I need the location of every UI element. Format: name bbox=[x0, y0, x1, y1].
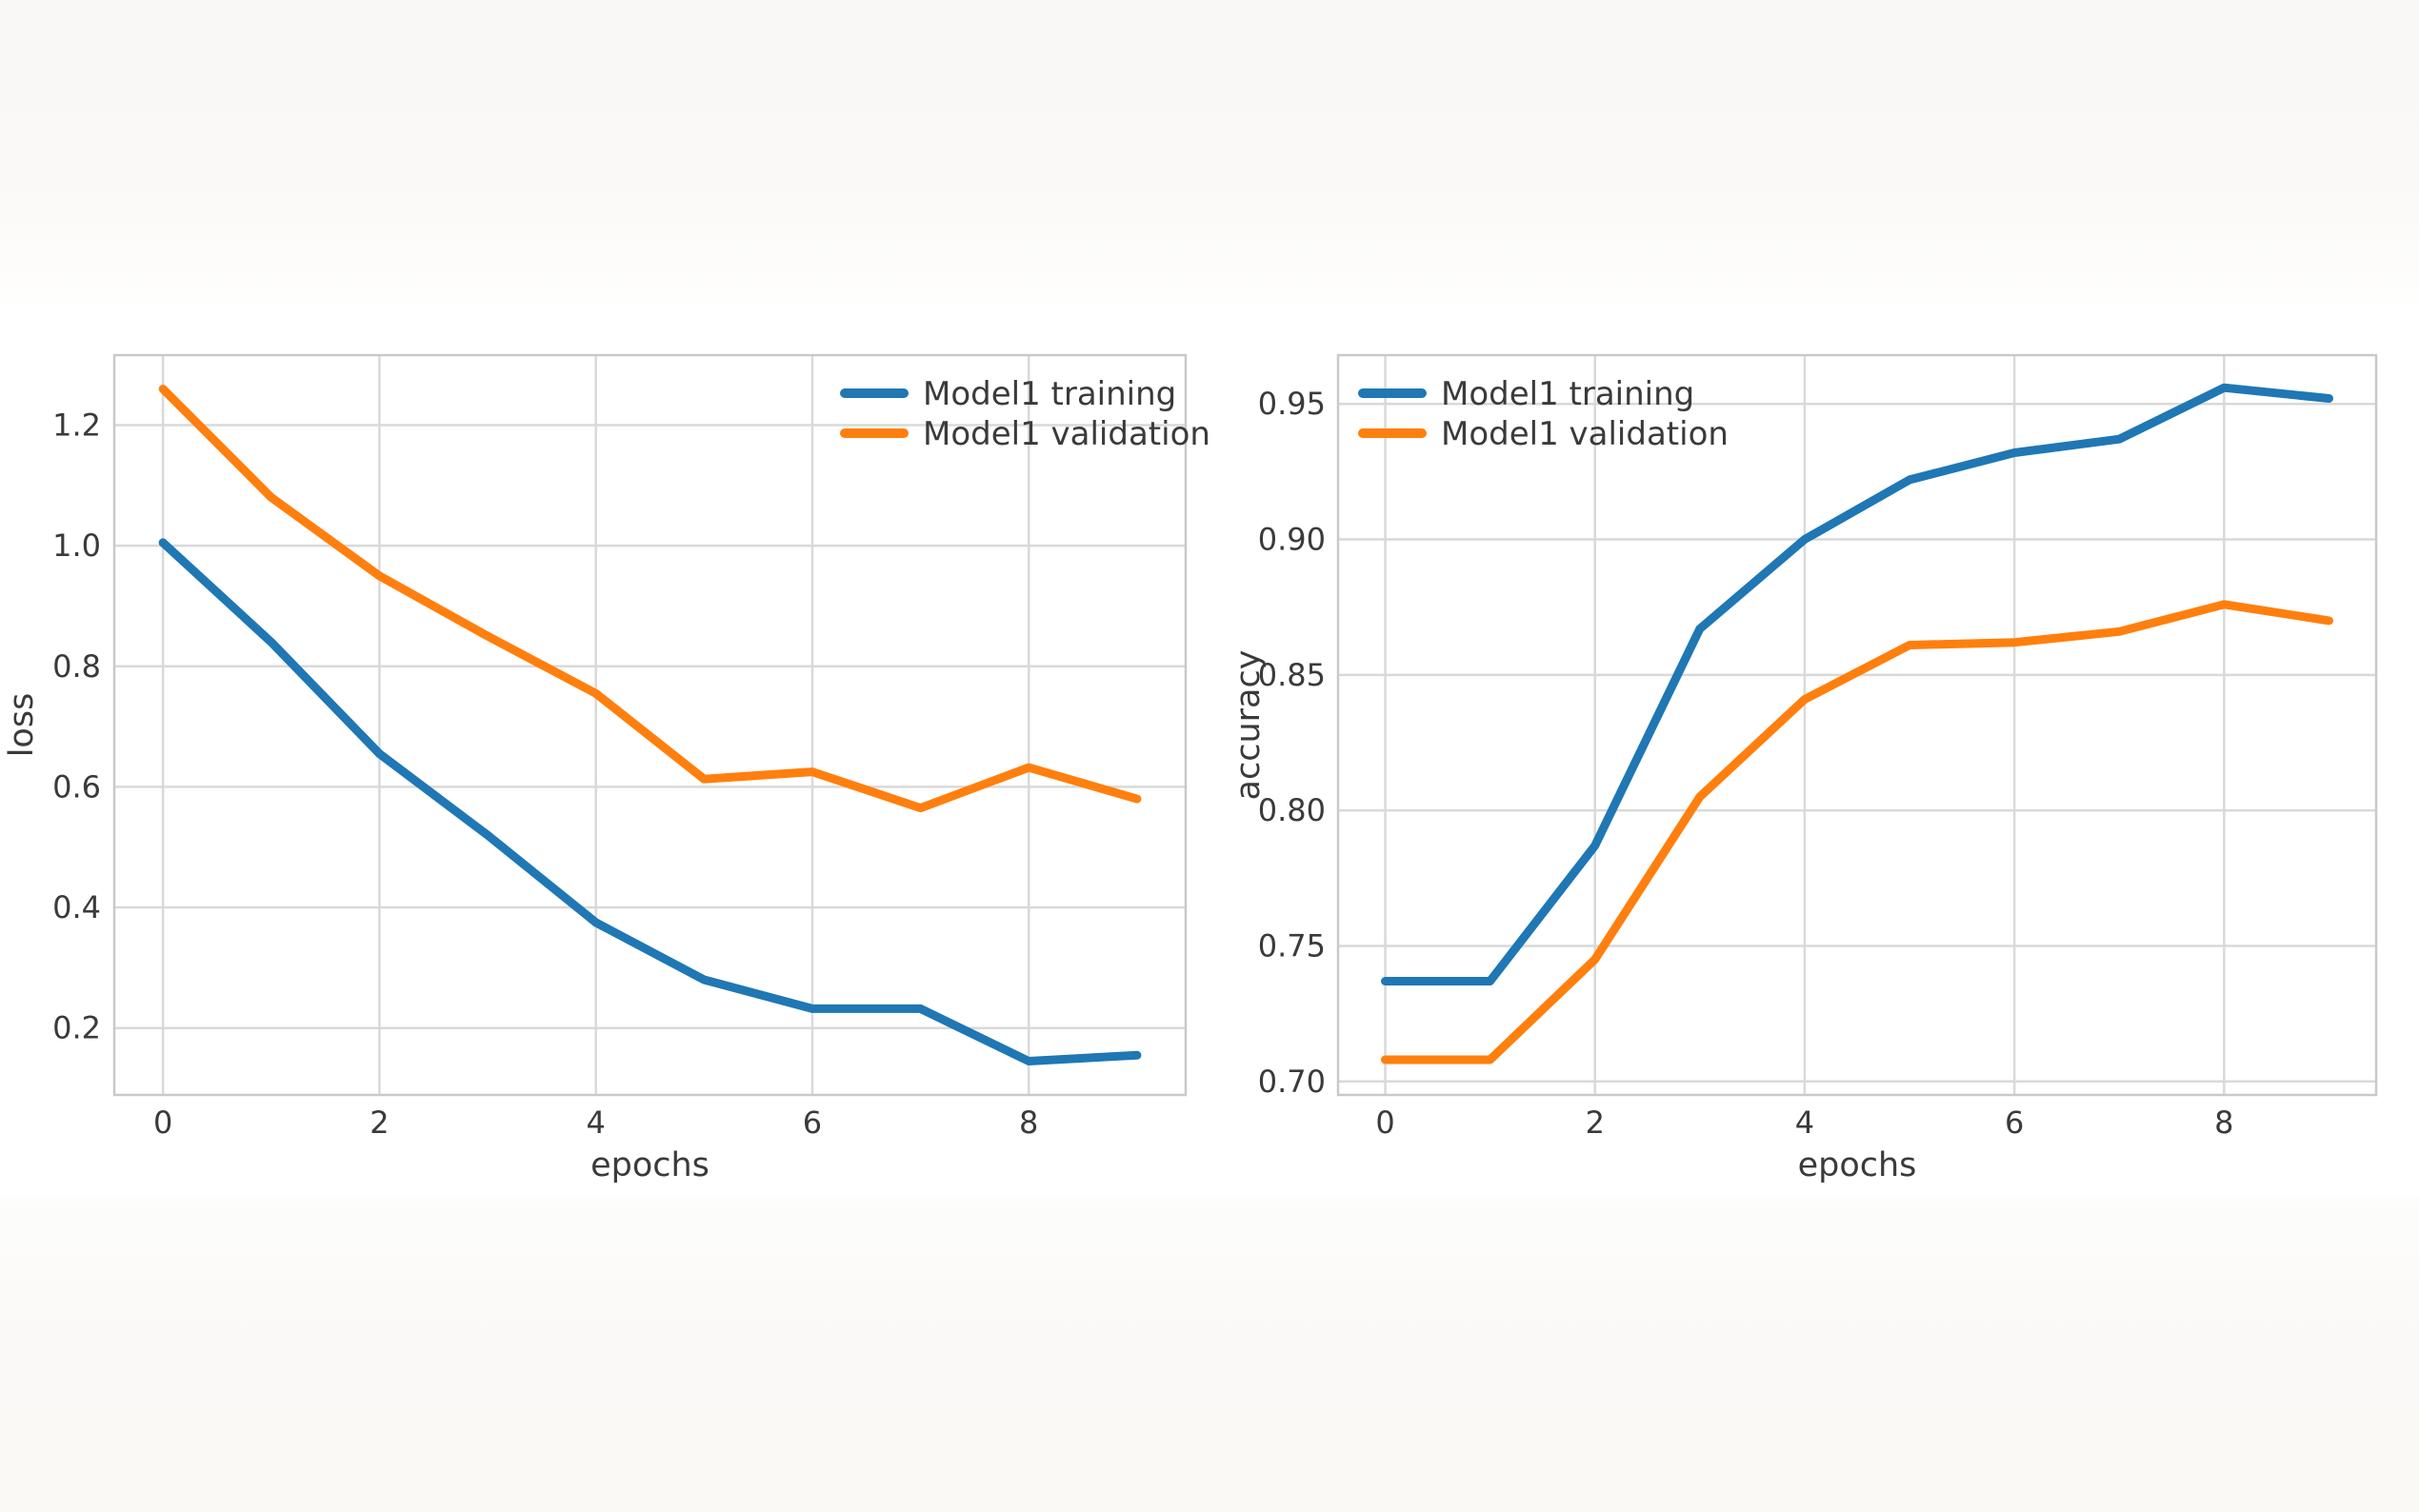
legend-label-model1-training: Model1 training bbox=[923, 375, 1176, 413]
series-line-model1-validation bbox=[158, 385, 1142, 813]
y-tick-label: 0.6 bbox=[52, 768, 101, 805]
legend-label-model1-validation: Model1 validation bbox=[1441, 415, 1729, 453]
plot-area bbox=[114, 355, 1186, 1095]
x-axis-label: epochs bbox=[1798, 1146, 1917, 1184]
y-tick-label: 1.0 bbox=[52, 527, 101, 564]
series-line-model1-training bbox=[158, 538, 1142, 1065]
background-top-band bbox=[0, 0, 2419, 303]
series-line-model1-validation bbox=[1381, 600, 2333, 1064]
legend-label-model1-validation: Model1 validation bbox=[923, 415, 1210, 453]
y-tick-label: 0.90 bbox=[1258, 522, 1326, 558]
y-tick-label: 1.2 bbox=[52, 407, 101, 443]
x-axis-label: epochs bbox=[590, 1146, 710, 1184]
y-tick-label: 0.8 bbox=[52, 648, 101, 685]
x-tick-label: 0 bbox=[153, 1104, 172, 1141]
y-tick-label: 0.80 bbox=[1258, 792, 1326, 828]
x-tick-label: 6 bbox=[803, 1104, 822, 1141]
plot-area bbox=[1338, 355, 2376, 1095]
x-tick-label: 8 bbox=[1019, 1104, 1038, 1141]
x-tick-label: 6 bbox=[2005, 1104, 2024, 1141]
x-tick-label: 2 bbox=[1586, 1104, 1605, 1141]
loss-chart: 0 2 4 6 8 0.2 0.4 0.6 0.8 1.0 1.2 epochs loss Model1 … bbox=[3, 353, 1210, 1184]
y-tick-label: 0.4 bbox=[52, 889, 101, 925]
x-tick-label: 4 bbox=[1795, 1104, 1814, 1141]
x-tick-label: 2 bbox=[370, 1104, 389, 1141]
y-tick-label: 0.85 bbox=[1258, 657, 1326, 693]
plot-frame bbox=[1336, 353, 2378, 1097]
x-tick-label: 0 bbox=[1375, 1104, 1394, 1141]
accuracy-chart: 0 2 4 6 8 0.70 0.75 0.80 0.85 0.90 0.95 epochs accur… bbox=[1229, 353, 2378, 1184]
y-tick-label: 0.75 bbox=[1258, 927, 1326, 964]
legend-label-model1-training: Model1 training bbox=[1441, 375, 1694, 413]
background-bottom-band bbox=[0, 1196, 2419, 1512]
y-tick-label: 0.95 bbox=[1258, 386, 1326, 422]
x-tick-label: 4 bbox=[587, 1104, 606, 1141]
y-axis-label: accuracy bbox=[1229, 650, 1268, 801]
y-tick-label: 0.2 bbox=[52, 1010, 101, 1046]
y-tick-label: 0.70 bbox=[1258, 1064, 1326, 1100]
x-tick-label: 8 bbox=[2214, 1104, 2233, 1141]
y-axis-label: loss bbox=[3, 693, 41, 758]
series-line-model1-training bbox=[1381, 383, 2333, 985]
plot-frame bbox=[112, 353, 1188, 1097]
